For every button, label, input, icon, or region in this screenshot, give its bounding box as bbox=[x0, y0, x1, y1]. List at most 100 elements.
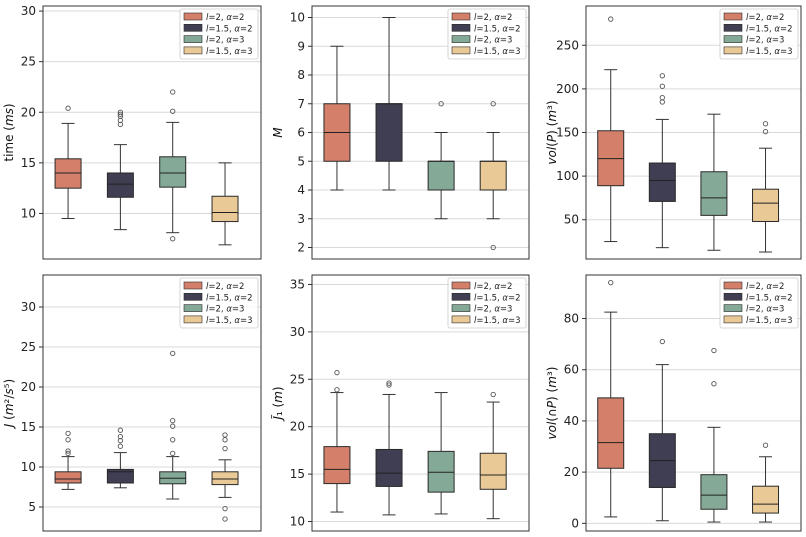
y-tick-label: 80 bbox=[564, 312, 579, 326]
outlier-point bbox=[762, 121, 769, 127]
legend-label: l=1.5, α=2 bbox=[474, 293, 521, 303]
outlier-point bbox=[117, 111, 124, 117]
outlier-point bbox=[222, 505, 228, 512]
outlier-point bbox=[65, 450, 71, 457]
box-iqr bbox=[375, 448, 403, 487]
legend-swatch bbox=[451, 46, 471, 55]
y-axis-label: J (m²/s⁵) bbox=[2, 379, 16, 429]
y-axis-label: J̃₁ (m) bbox=[271, 386, 285, 421]
box-iqr bbox=[54, 158, 82, 189]
legend-label: l=1.5, α=3 bbox=[474, 47, 521, 57]
outlier-point bbox=[334, 387, 340, 393]
box-1 bbox=[54, 430, 82, 490]
y-tick-label: 20 bbox=[564, 465, 579, 479]
box-iqr bbox=[54, 471, 82, 484]
y-tick-label: 20 bbox=[290, 420, 305, 434]
outlier-point bbox=[762, 442, 769, 448]
y-tick-label: 150 bbox=[556, 126, 579, 140]
outlier-point bbox=[762, 128, 769, 135]
legend-label: l=1.5, α=3 bbox=[746, 47, 793, 57]
legend-label: l=2, α=3 bbox=[474, 36, 512, 46]
legend-label: l=2, α=3 bbox=[746, 305, 784, 315]
outlier-point bbox=[170, 108, 176, 114]
y-tick-label: 10 bbox=[21, 460, 36, 474]
box-iqr bbox=[106, 468, 134, 484]
legend: l=2, α=2l=1.5, α=2 l=2, α=3l=1.5, α=3 bbox=[719, 277, 799, 329]
legend-swatch bbox=[451, 12, 471, 21]
outlier-point bbox=[386, 382, 392, 388]
legend-frame bbox=[719, 8, 799, 60]
box-iqr bbox=[211, 471, 239, 486]
legend-swatch bbox=[723, 35, 743, 43]
legend-frame bbox=[447, 8, 527, 60]
y-axis-label: M bbox=[271, 127, 285, 138]
axes-frame bbox=[42, 5, 262, 260]
y-tick-label: 2 bbox=[297, 241, 305, 255]
legend-swatch bbox=[183, 292, 203, 301]
outlier-point bbox=[608, 280, 614, 286]
y-tick-label: 15 bbox=[290, 467, 305, 481]
box-iqr bbox=[700, 171, 728, 216]
box-4 bbox=[211, 432, 239, 522]
legend-label: l=1.5, α=2 bbox=[746, 293, 793, 303]
outlier-point bbox=[170, 89, 176, 95]
legend-swatch bbox=[183, 281, 203, 290]
legend-frame bbox=[447, 277, 527, 329]
box-4 bbox=[752, 121, 780, 253]
y-tick-label: 25 bbox=[21, 55, 36, 69]
y-tick-label: 30 bbox=[21, 300, 36, 314]
box-3 bbox=[427, 392, 455, 515]
legend-swatch bbox=[183, 315, 203, 324]
legend-label: l=1.5, α=3 bbox=[206, 47, 253, 57]
box-4 bbox=[752, 442, 780, 523]
box-1 bbox=[597, 280, 625, 518]
outlier-point bbox=[222, 432, 228, 438]
legend-label: l=2, α=3 bbox=[474, 305, 512, 315]
outlier-point bbox=[659, 83, 665, 89]
legend-swatch bbox=[723, 315, 743, 324]
y-tick-label: 60 bbox=[564, 363, 579, 377]
outlier-point bbox=[117, 427, 124, 433]
y-tick-label: 25 bbox=[290, 372, 305, 386]
legend-swatch bbox=[723, 23, 743, 32]
box-1 bbox=[323, 370, 351, 513]
y-tick-label: 200 bbox=[556, 82, 579, 96]
outlier-point bbox=[170, 350, 176, 357]
box-1 bbox=[323, 45, 351, 191]
legend-frame bbox=[179, 277, 259, 329]
outlier-point bbox=[490, 391, 496, 398]
legend-swatch bbox=[183, 23, 203, 32]
box-iqr bbox=[427, 160, 455, 191]
y-tick-label: 10 bbox=[290, 515, 305, 529]
outlier-point bbox=[65, 448, 71, 454]
outlier-point bbox=[608, 16, 614, 22]
outlier-point bbox=[65, 437, 71, 443]
legend-label: l=1.5, α=2 bbox=[474, 24, 521, 34]
legend-swatch bbox=[451, 35, 471, 43]
legend: l=2, α=2l=1.5, α=2 l=2, α=3l=1.5, α=3 bbox=[179, 8, 259, 60]
outlier-point bbox=[170, 450, 176, 457]
y-tick-label: 20 bbox=[21, 380, 36, 394]
box-2 bbox=[106, 109, 134, 231]
legend-swatch bbox=[183, 304, 203, 312]
box-2 bbox=[648, 73, 676, 249]
y-tick-label: 15 bbox=[21, 156, 36, 170]
outlier-point bbox=[659, 94, 665, 101]
axes-frame bbox=[311, 274, 530, 532]
legend-label: l=2, α=3 bbox=[206, 36, 244, 46]
axes-frame bbox=[585, 5, 802, 260]
y-axis-label: vol(∩P) (m³) bbox=[545, 367, 559, 440]
box-2 bbox=[106, 427, 134, 489]
legend-label: l=2, α=2 bbox=[746, 282, 784, 292]
box-3 bbox=[159, 89, 187, 242]
legend-swatch bbox=[183, 46, 203, 55]
outlier-point bbox=[65, 430, 71, 437]
box-2 bbox=[375, 380, 403, 516]
box-iqr bbox=[700, 474, 728, 510]
axes-frame bbox=[311, 5, 530, 260]
box-3 bbox=[700, 113, 728, 251]
axes-frame bbox=[585, 274, 802, 532]
outlier-point bbox=[711, 381, 717, 387]
